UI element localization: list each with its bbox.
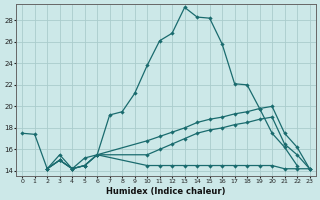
X-axis label: Humidex (Indice chaleur): Humidex (Indice chaleur) <box>106 187 226 196</box>
